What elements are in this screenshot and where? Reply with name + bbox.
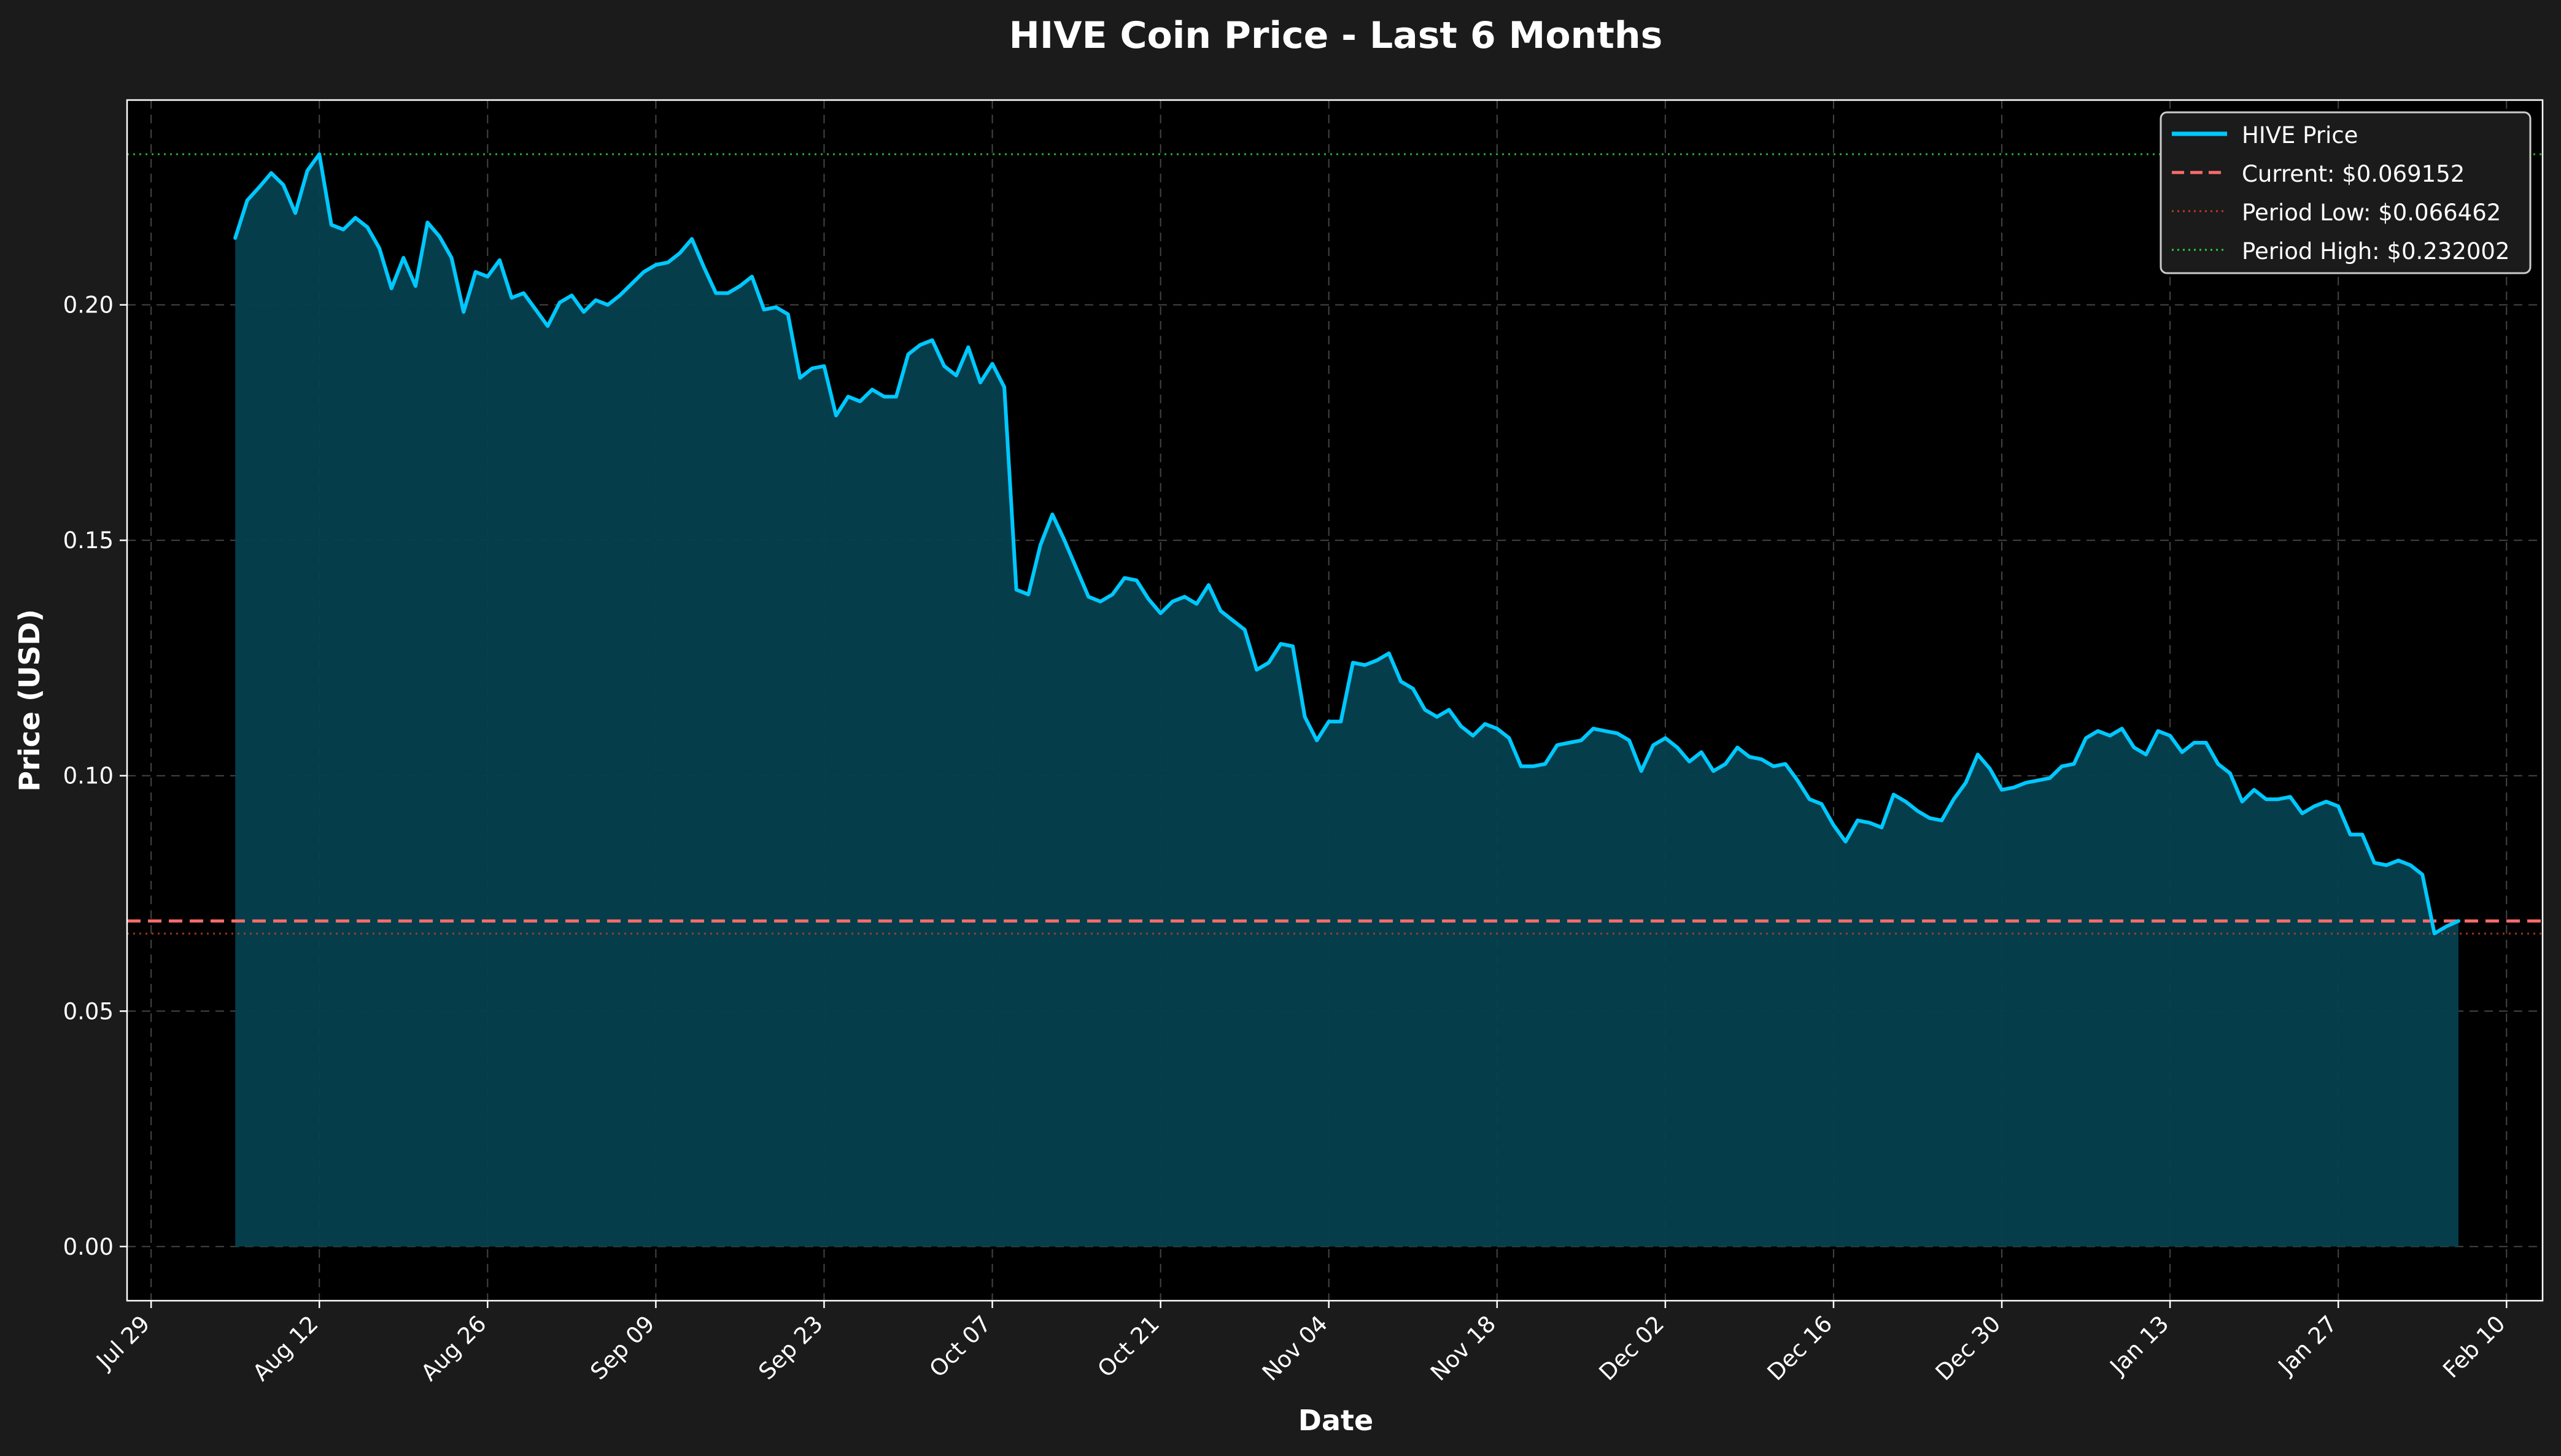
y-tick-label: 0.20 bbox=[63, 292, 114, 319]
chart-title: HIVE Coin Price - Last 6 Months bbox=[1009, 14, 1663, 57]
y-tick-label: 0.10 bbox=[63, 763, 114, 789]
legend: HIVE Price Current: $0.069152 Period Low… bbox=[2161, 112, 2530, 273]
legend-label-current: Current: $0.069152 bbox=[2242, 161, 2465, 187]
legend-label-high: Period High: $0.232002 bbox=[2242, 238, 2509, 265]
y-axis-label: Price (USD) bbox=[13, 609, 46, 791]
x-axis-label: Date bbox=[1298, 1404, 1373, 1437]
y-tick-label: 0.05 bbox=[63, 998, 114, 1024]
y-tick-label: 0.00 bbox=[63, 1234, 114, 1260]
legend-label-low: Period Low: $0.066462 bbox=[2242, 199, 2501, 226]
y-tick-label: 0.15 bbox=[63, 527, 114, 554]
legend-label-price: HIVE Price bbox=[2242, 122, 2358, 149]
